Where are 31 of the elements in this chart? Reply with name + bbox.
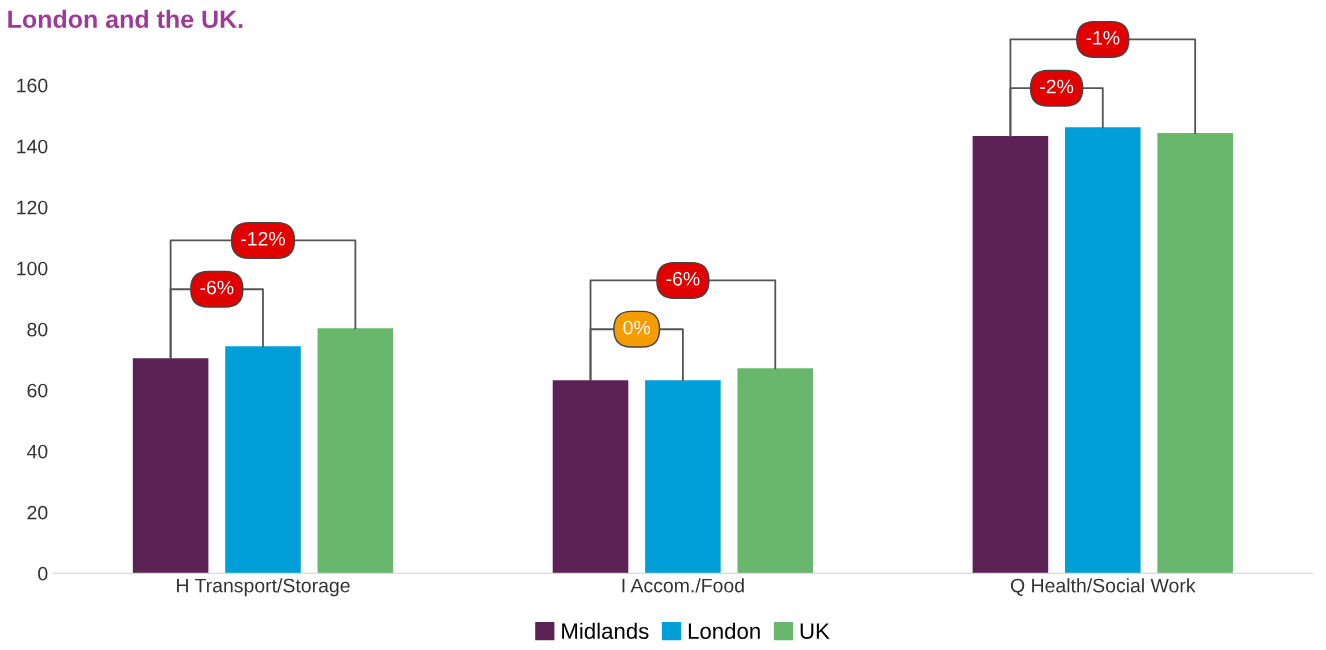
legend-label: London — [688, 622, 760, 640]
bar — [1157, 133, 1233, 574]
y-tick-label: 40 — [27, 444, 48, 459]
x-tick-label: H Transport/Storage — [177, 578, 350, 597]
y-tick-label: 160 — [17, 78, 48, 93]
x-tick-label: I Accom./Food — [622, 578, 744, 593]
y-tick-label: 80 — [27, 322, 48, 337]
y-tick-label: 20 — [27, 505, 48, 520]
annotation: -6% — [666, 271, 700, 286]
bar — [317, 328, 394, 574]
y-tick-label: 0 — [38, 566, 48, 581]
annotation: -2% — [1040, 79, 1074, 94]
text: -1% — [1086, 30, 1120, 45]
annotation: 0% — [623, 320, 651, 335]
bar — [645, 380, 721, 574]
x-tick-label: Q Health/Social Work — [1010, 578, 1196, 596]
bar — [1065, 127, 1141, 574]
legend-label: Midlands — [562, 622, 649, 640]
y-tick-label: 120 — [17, 200, 48, 215]
annotation: -12% — [241, 231, 285, 246]
bar — [225, 346, 301, 574]
legend-label: UK — [800, 623, 830, 640]
chart-title: London and the UK. — [8, 9, 243, 29]
bar — [972, 136, 1049, 574]
y-tick-label: 60 — [27, 383, 48, 398]
y-tick-label: 100 — [17, 261, 48, 276]
bar — [552, 380, 629, 574]
bar — [737, 368, 814, 574]
bar — [132, 358, 209, 574]
annotation: -6% — [200, 280, 234, 295]
y-tick-label: 140 — [17, 139, 48, 154]
